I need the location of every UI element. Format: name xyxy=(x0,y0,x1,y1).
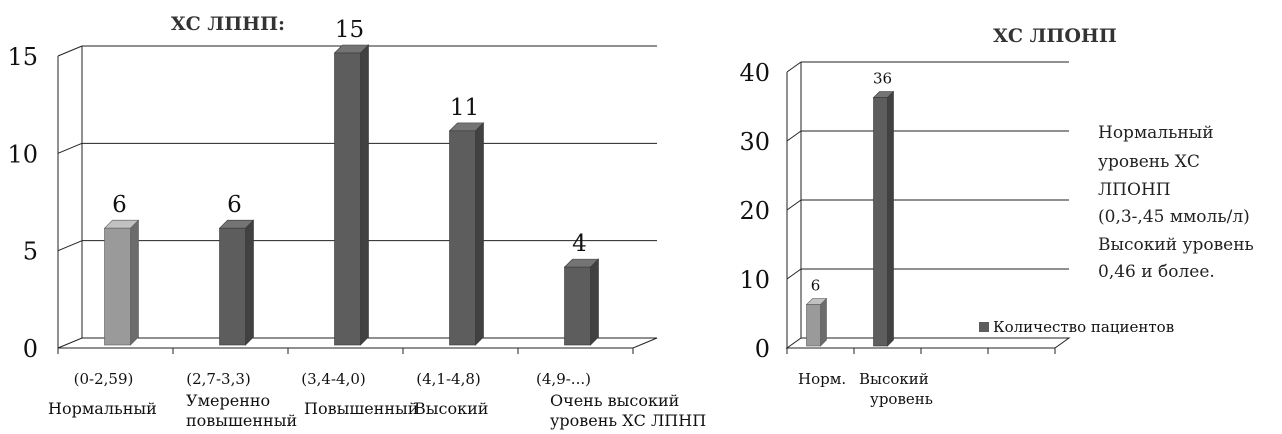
y-tick-label: 5 xyxy=(23,238,38,266)
chart-vldl: ХС ЛПОНП 0 10 20 30 40 6 36 Норм. Высокий урове… xyxy=(739,25,1174,408)
gridline-diag xyxy=(57,142,83,154)
bar-front xyxy=(334,52,361,346)
y-tick-label: 40 xyxy=(739,59,770,87)
chart-vldl-y-axis: 0 10 20 30 40 xyxy=(739,59,770,363)
bar-side xyxy=(245,219,254,346)
bar-side xyxy=(130,219,139,346)
note-line: 0,46 и более. xyxy=(1098,262,1215,282)
y-tick-label: 20 xyxy=(739,197,770,225)
x-tick-name-line: Высокий xyxy=(414,399,488,418)
chart-ldl: ХС ЛПНП: 0 5 10 15 6 6 15 11 4 (0-2,59) Нормальн… xyxy=(7,13,706,430)
x-tick-range: (2,7-3,3) xyxy=(186,370,250,388)
data-label: 6 xyxy=(227,192,242,218)
bar-side xyxy=(360,44,369,346)
x-tick-name-line: повышенный xyxy=(186,411,297,430)
legend-label: Количество пациентов xyxy=(993,318,1174,336)
gridline-diag xyxy=(786,61,802,73)
chart-ldl-x-axis: (0-2,59) Нормальный (2,7-3,3) Умеренно повыш… xyxy=(48,370,706,430)
x-tick-name-line: Очень высокий xyxy=(550,391,679,410)
bar-side xyxy=(820,297,827,347)
bar xyxy=(333,44,370,346)
gridline-diag xyxy=(786,199,802,211)
x-tick-name-line: Умеренно xyxy=(186,391,270,410)
note-line: Высокий уровень xyxy=(1098,235,1254,255)
x-tick-name: Норм. xyxy=(798,370,846,388)
x-tick-range: (0-2,59) xyxy=(74,370,134,388)
bar-side xyxy=(475,122,484,346)
bar-front xyxy=(564,266,591,346)
x-tick-name: Высокий xyxy=(414,399,488,418)
x-tick-name: Высокий уровень xyxy=(859,370,933,408)
legend-swatch xyxy=(979,322,989,332)
gridline-diag xyxy=(786,130,802,142)
bar-side xyxy=(887,90,894,347)
floor xyxy=(785,337,1071,349)
floor xyxy=(57,337,658,349)
x-tick-name: Нормальный xyxy=(48,399,157,418)
x-tick-range: (3,4-4,0) xyxy=(301,370,365,388)
x-tick-name: Очень высокий уровень ХС ЛПНП xyxy=(550,391,706,430)
y-tick-label: 10 xyxy=(739,266,770,294)
x-tick-name: Повышенный xyxy=(304,399,418,418)
y-tick-label: 0 xyxy=(755,335,770,363)
x-tick-name-line: Нормальный xyxy=(48,399,157,418)
y-tick-label: 10 xyxy=(7,140,38,168)
gridline-diag xyxy=(786,268,802,280)
chart-ldl-y-axis: 0 5 10 15 xyxy=(7,43,38,363)
bar-front xyxy=(806,304,821,347)
x-tick-range: (4,9-...) xyxy=(536,370,591,388)
bar xyxy=(563,258,600,346)
y-tick-label: 0 xyxy=(23,335,38,363)
chart-vldl-note: Нормальный уровень ХС ЛПОНП (0,3-,45 ммо… xyxy=(1098,123,1254,282)
x-tick-name-line: уровень xyxy=(870,390,933,408)
chart-vldl-grid xyxy=(785,61,1071,354)
chart-ldl-title: ХС ЛПНП: xyxy=(171,13,285,35)
bar xyxy=(218,219,255,346)
data-label: 11 xyxy=(450,95,479,121)
data-label: 6 xyxy=(112,192,127,218)
bar-side xyxy=(590,258,599,346)
data-label: 6 xyxy=(811,277,821,295)
data-label: 36 xyxy=(873,70,892,88)
bar xyxy=(805,297,828,347)
data-label: 15 xyxy=(335,17,364,43)
note-line: уровень ХС xyxy=(1098,152,1200,172)
note-line: (0,3-,45 ммоль/л) xyxy=(1098,207,1250,227)
chart-ldl-bars: 6 6 15 11 4 xyxy=(103,17,600,346)
chart-ldl-grid xyxy=(57,45,658,354)
y-tick-label: 15 xyxy=(7,43,38,71)
x-tick-name-line: Высокий xyxy=(859,370,929,388)
x-tick-range: (4,1-4,8) xyxy=(416,370,480,388)
bar xyxy=(448,122,485,346)
x-tick-name-line: уровень ХС ЛПНП xyxy=(550,411,706,430)
x-tick-name-line: Повышенный xyxy=(304,399,418,418)
note-line: Нормальный xyxy=(1098,123,1214,143)
gridline-diag xyxy=(57,240,83,252)
bar-front xyxy=(449,130,476,346)
bar-front xyxy=(873,97,888,347)
chart-vldl-bars: 6 36 xyxy=(805,70,895,347)
x-tick-name: Умеренно повышенный xyxy=(186,391,297,430)
chart-vldl-title: ХС ЛПОНП xyxy=(993,25,1117,47)
bar xyxy=(872,90,895,347)
bar-front xyxy=(219,227,246,346)
note-line: ЛПОНП xyxy=(1098,180,1171,200)
data-label: 4 xyxy=(572,231,587,257)
chart-vldl-legend: Количество пациентов xyxy=(979,318,1174,336)
bar xyxy=(103,219,140,346)
gridline-diag xyxy=(57,45,83,57)
bar-front xyxy=(104,227,131,346)
chart-vldl-x-axis: Норм. Высокий уровень xyxy=(798,370,933,408)
y-tick-label: 30 xyxy=(739,128,770,156)
